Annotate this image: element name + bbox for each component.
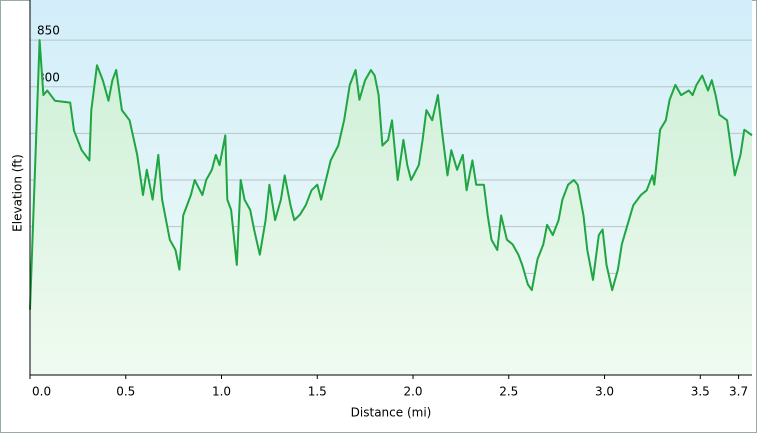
x-tick-label: 0.5 bbox=[116, 385, 135, 399]
x-tick-label: 2.0 bbox=[403, 385, 422, 399]
y-tick-label: 850 bbox=[37, 24, 60, 38]
x-tick-label: 1.0 bbox=[212, 385, 231, 399]
x-tick-label: 3.0 bbox=[595, 385, 614, 399]
y-axis-label: Elevation (ft) bbox=[11, 154, 25, 232]
x-tick-label: 0.0 bbox=[32, 385, 51, 399]
x-tick-label: 2.5 bbox=[499, 385, 518, 399]
x-tick-label: 3.5 bbox=[691, 385, 710, 399]
elevation-area bbox=[30, 40, 752, 375]
x-tick-label: 1.5 bbox=[308, 385, 327, 399]
plot-layer: 5506006507007508008500.00.51.01.52.02.53… bbox=[29, 0, 753, 399]
x-tick-label: 3.7 bbox=[729, 385, 748, 399]
elevation-line bbox=[29, 39, 753, 310]
x-axis-label: Distance (mi) bbox=[351, 406, 432, 420]
